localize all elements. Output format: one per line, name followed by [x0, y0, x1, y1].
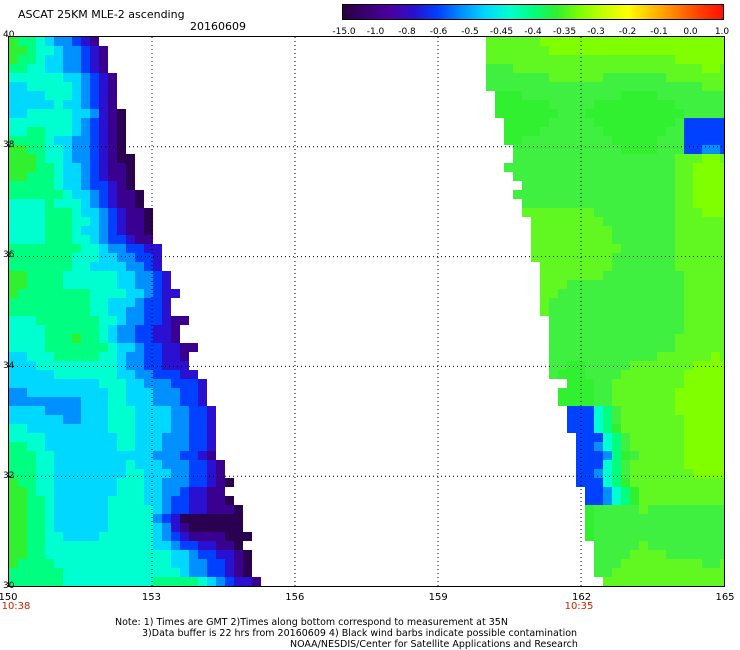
latitude-tick-label: 38 — [3, 140, 15, 151]
map-swath-image — [9, 37, 724, 586]
time-label-right: 10:35 — [564, 601, 594, 612]
color-scale-tick-label: -0.3 — [587, 27, 605, 37]
color-scale-tick-label: -0.8 — [398, 27, 416, 37]
color-scale-tick-label: -0.1 — [650, 27, 668, 37]
longitude-tick-label: 153 — [141, 592, 161, 603]
map-plot-area — [8, 36, 725, 587]
color-scale-tick-label: -0.5 — [461, 27, 479, 37]
color-scale-tick-label: -15.0 — [332, 27, 356, 37]
color-scale-tick-label: -0.4 — [524, 27, 542, 37]
color-scale-bar — [342, 4, 724, 20]
chart-title: ASCAT 25KM MLE-2 ascending — [18, 8, 185, 21]
footnote-line-3: NOAA/NESDIS/Center for Satellite Applica… — [290, 639, 578, 650]
longitude-tick-label: 159 — [428, 592, 448, 603]
color-scale-tick-label: -1.0 — [366, 27, 385, 37]
latitude-tick-label: 40 — [3, 30, 15, 40]
longitude-tick-label: 150 — [0, 592, 18, 603]
footnote-line-1: Note: 1) Times are GMT 2)Times along bot… — [115, 617, 508, 628]
color-scale-tick-label: -0.6 — [429, 27, 448, 37]
chart-date: 20160609 — [190, 20, 246, 33]
color-scale-tick-label: 0.0 — [683, 27, 698, 37]
longitude-tick-label: 165 — [715, 592, 735, 603]
color-scale-tick-label: -0.45 — [489, 27, 514, 37]
color-scale-tick-label: -0.2 — [618, 27, 637, 37]
latitude-tick-label: 34 — [3, 360, 15, 371]
footnote-line-2: 3)Data buffer is 22 hrs from 20160609 4)… — [142, 628, 578, 639]
latitude-tick-label: 36 — [3, 250, 15, 261]
time-label-left: 10:38 — [1, 601, 31, 612]
latitude-tick-label: 30 — [3, 581, 15, 591]
color-scale-tick-label: -0.35 — [552, 27, 577, 37]
longitude-tick-label: 162 — [572, 592, 592, 603]
color-scale-tick-label: 1.0 — [714, 27, 730, 37]
latitude-tick-label: 32 — [3, 470, 15, 481]
longitude-tick-label: 156 — [285, 592, 305, 603]
